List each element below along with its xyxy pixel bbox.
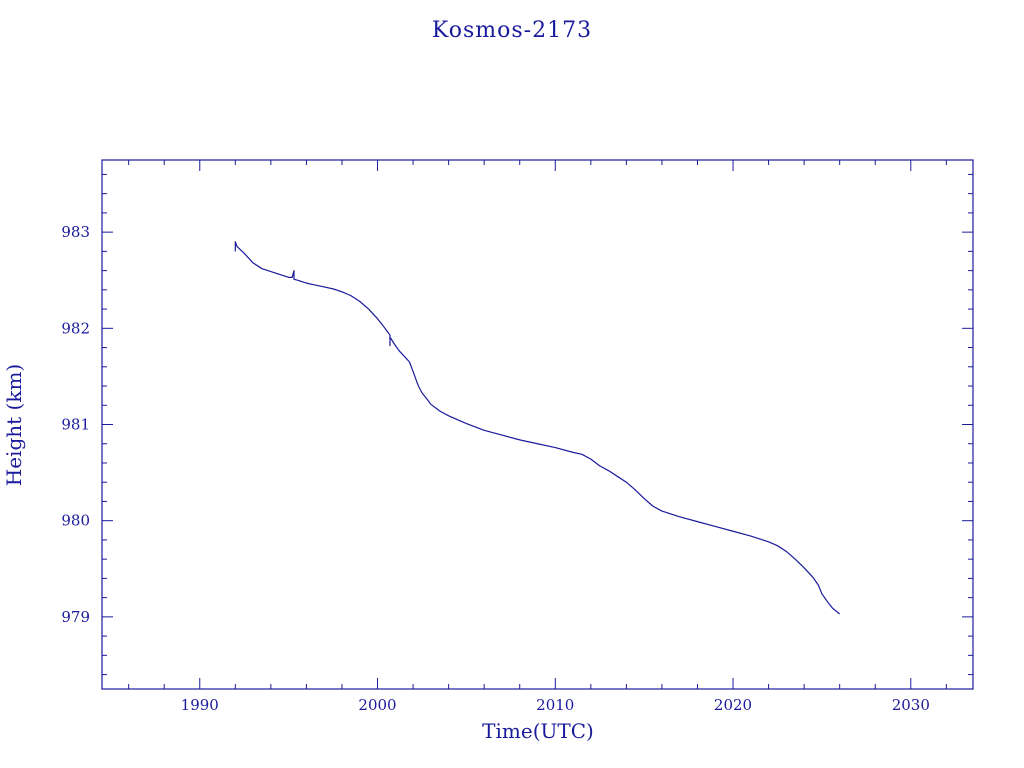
y-tick-label: 981: [61, 416, 90, 434]
series-line: [234, 241, 841, 615]
series-layer: [234, 241, 841, 615]
tick-labels: 1990 2000 2010 2020 2030 979 980 981 982 983: [61, 223, 930, 714]
y-tick-label: 980: [61, 512, 90, 530]
y-tick-label: 982: [61, 319, 90, 337]
chart-title: Kosmos-2173: [432, 18, 592, 43]
x-axis-label: Time(UTC): [482, 719, 594, 743]
x-tick-label: 2020: [714, 696, 752, 714]
y-tick-label: 983: [61, 223, 90, 241]
plot-frame: [101, 159, 974, 690]
x-tick-label: 1990: [181, 696, 219, 714]
y-tick-label: 979: [61, 608, 90, 626]
axis-ticks: [102, 160, 973, 689]
y-axis-label: Height (km): [2, 364, 26, 486]
x-tick-label: 2030: [892, 696, 930, 714]
x-tick-label: 2010: [536, 696, 574, 714]
x-tick-label: 2000: [358, 696, 396, 714]
